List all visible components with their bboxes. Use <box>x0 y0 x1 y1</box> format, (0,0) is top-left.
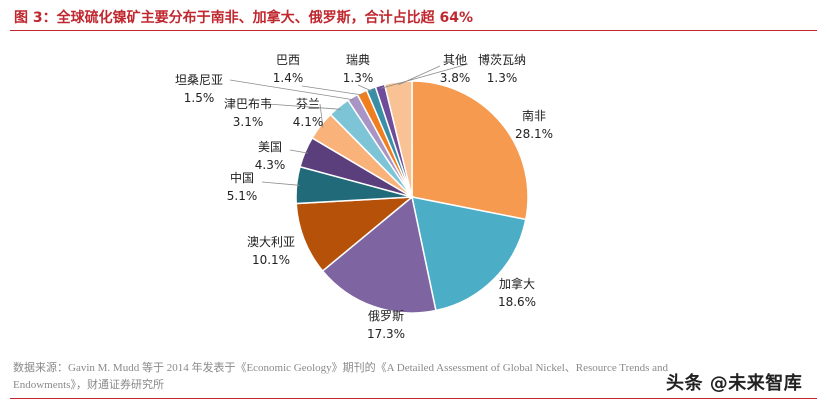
slice-name-label: 芬兰 <box>296 97 320 111</box>
leader-line-其他 <box>398 65 441 86</box>
slice-name-label: 坦桑尼亚 <box>175 73 223 87</box>
slice-value-label: 17.3% <box>367 327 405 341</box>
slice-value-label: 1.4% <box>273 71 304 85</box>
slice-name-label: 津巴布韦 <box>224 97 272 111</box>
leader-line-中国 <box>261 181 300 186</box>
slice-value-label: 1.5% <box>184 91 215 105</box>
leader-line-坦桑尼亚 <box>229 79 355 101</box>
slice-value-label: 10.1% <box>252 253 290 267</box>
pie-slice-俄罗斯 <box>321 195 437 314</box>
slice-value-label: 28.1% <box>515 127 553 141</box>
slice-value-label: 4.3% <box>255 158 286 172</box>
slice-name-label: 中国 <box>230 170 254 185</box>
pie-slice-加拿大 <box>411 196 527 312</box>
source-note: 数据来源：Gavin M. Mudd 等于 2014 年发表于《Economic… <box>13 362 669 391</box>
slice-value-label: 3.1% <box>233 115 264 129</box>
slice-value-label: 5.1% <box>227 189 258 203</box>
slice-value-label: 1.3% <box>487 71 518 85</box>
watermark: 头条 @未来智库 <box>666 373 803 394</box>
slice-value-label: 1.3% <box>343 71 374 85</box>
slice-name-label: 加拿大 <box>499 276 535 291</box>
leader-line-美国 <box>289 149 308 154</box>
chart-title: 图 3：全球硫化镍矿主要分布于南非、加拿大、俄罗斯，合计占比超 64% <box>14 10 473 26</box>
leader-line-瑞典 <box>357 84 373 92</box>
slice-name-label: 澳大利亚 <box>247 235 295 249</box>
slice-value-label: 3.8% <box>440 71 471 85</box>
leader-line-巴西 <box>301 85 364 96</box>
slice-value-label: 4.1% <box>293 115 324 129</box>
pie-slice-澳大利亚 <box>295 196 415 272</box>
slice-name-label: 瑞典 <box>346 53 370 67</box>
slice-name-label: 博茨瓦纳 <box>478 52 526 67</box>
slice-name-label: 巴西 <box>276 53 300 67</box>
leader-line-博茨瓦纳 <box>380 63 469 89</box>
slice-value-label: 18.6% <box>498 295 536 309</box>
slice-name-label: 俄罗斯 <box>368 309 404 323</box>
slice-name-label: 美国 <box>258 140 282 154</box>
title-divider <box>10 30 817 31</box>
pie-slice-其他 <box>383 80 413 198</box>
pie-slice-南非 <box>411 80 529 221</box>
slice-name-label: 其他 <box>443 53 467 67</box>
slice-name-label: 南非 <box>522 108 546 123</box>
leader-line-津巴布韦 <box>267 103 341 110</box>
bottom-divider <box>10 398 817 399</box>
